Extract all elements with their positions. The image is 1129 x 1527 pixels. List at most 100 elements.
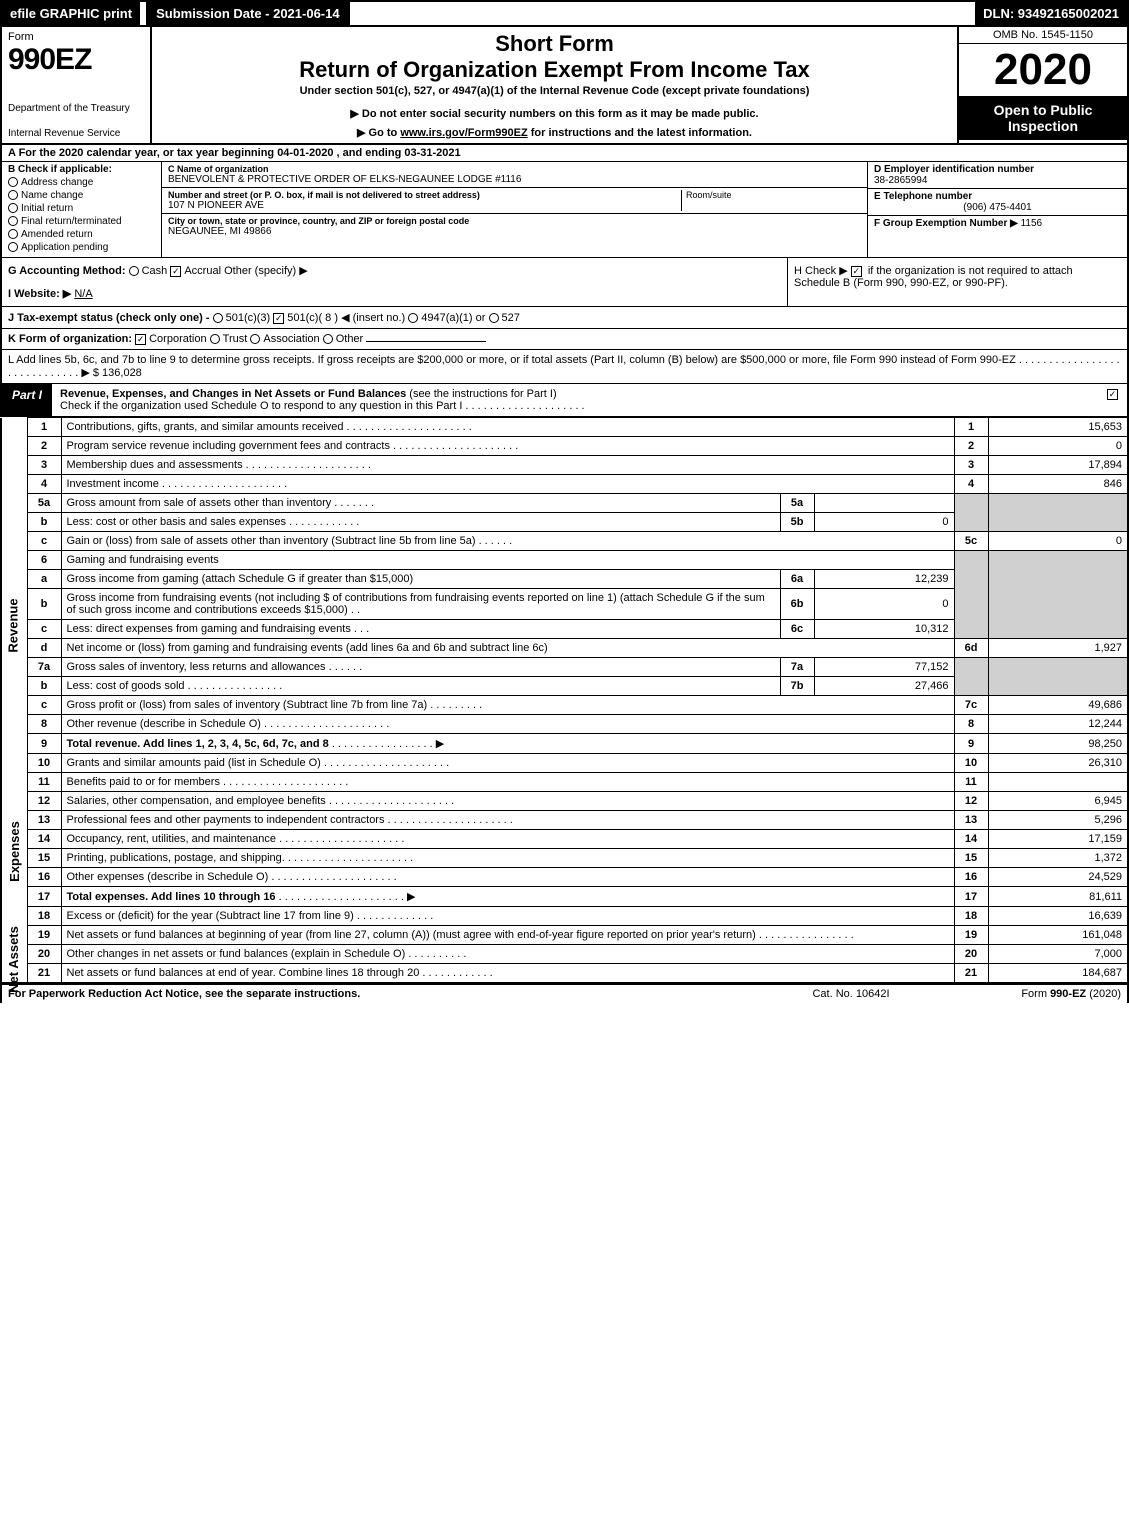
l1-desc: Contributions, gifts, grants, and simila… <box>61 418 954 437</box>
side-netassets: Net Assets <box>1 907 27 984</box>
phone-value: (906) 475-4401 <box>874 202 1121 213</box>
l19-desc: Net assets or fund balances at beginning… <box>61 926 954 945</box>
c-street-row: Number and street (or P. O. box, if mail… <box>162 188 867 214</box>
l4-desc: Investment income <box>61 475 954 494</box>
l21-val: 184,687 <box>988 964 1128 984</box>
l8-val: 12,244 <box>988 715 1128 734</box>
b-address-change[interactable]: Address change <box>8 177 155 188</box>
k-trust[interactable]: Trust <box>210 333 248 345</box>
h-text1: H Check ▶ <box>794 265 851 277</box>
l18-val: 16,639 <box>988 907 1128 926</box>
l19-val: 161,048 <box>988 926 1128 945</box>
h-checkbox[interactable]: ✓ <box>851 266 862 277</box>
j-label: J Tax-exempt status (check only one) - <box>8 312 210 324</box>
tax-year: 2020 <box>959 44 1127 96</box>
section-bcdef: B Check if applicable: Address change Na… <box>0 162 1129 258</box>
b-final-return[interactable]: Final return/terminated <box>8 216 155 227</box>
g-other[interactable]: Other (specify) ▶ <box>224 265 308 277</box>
e-label: E Telephone number <box>874 191 1121 202</box>
row-gh: G Accounting Method: Cash ✓Accrual Other… <box>0 258 1129 307</box>
g-label: G Accounting Method: <box>8 265 126 277</box>
l6c-desc: Less: direct expenses from gaming and fu… <box>61 620 780 639</box>
goto-row: ▶ Go to www.irs.gov/Form990EZ for instru… <box>160 126 949 139</box>
l1-val: 15,653 <box>988 418 1128 437</box>
b-application-pending[interactable]: Application pending <box>8 242 155 253</box>
footer-left: For Paperwork Reduction Act Notice, see … <box>8 988 761 1000</box>
col-b: B Check if applicable: Address change Na… <box>2 162 162 257</box>
h-schedule-b: H Check ▶ ✓ if the organization is not r… <box>787 258 1127 306</box>
l6b-desc: Gross income from fundraising events (no… <box>61 589 780 620</box>
l15-desc: Printing, publications, postage, and shi… <box>61 849 954 868</box>
k-corporation[interactable]: ✓Corporation <box>135 333 206 345</box>
l5b-val: 0 <box>814 513 954 532</box>
return-title: Return of Organization Exempt From Incom… <box>160 57 949 83</box>
c-name-label: C Name of organization <box>168 164 861 174</box>
k-label: K Form of organization: <box>8 333 132 345</box>
ein-value: 38-2865994 <box>874 175 1121 186</box>
part-i-table: Revenue 1 Contributions, gifts, grants, … <box>0 417 1129 984</box>
l2-desc: Program service revenue including govern… <box>61 437 954 456</box>
org-city: NEGAUNEE, MI 49866 <box>168 226 861 237</box>
goto-link[interactable]: www.irs.gov/Form990EZ <box>400 127 527 139</box>
row-k: K Form of organization: ✓Corporation Tru… <box>0 329 1129 350</box>
l12-desc: Salaries, other compensation, and employ… <box>61 792 954 811</box>
col-def: D Employer identification number 38-2865… <box>867 162 1127 257</box>
f-label: F Group Exemption Number ▶ <box>874 218 1018 229</box>
row-l: L Add lines 5b, 6c, and 7b to line 9 to … <box>0 350 1129 384</box>
l5b-desc: Less: cost or other basis and sales expe… <box>61 513 780 532</box>
l3-desc: Membership dues and assessments <box>61 456 954 475</box>
i-label: I Website: ▶ <box>8 288 71 300</box>
l13-desc: Professional fees and other payments to … <box>61 811 954 830</box>
side-revenue: Revenue <box>1 418 27 754</box>
j-4947[interactable]: 4947(a)(1) or <box>408 312 485 324</box>
e-row: E Telephone number (906) 475-4401 <box>868 189 1127 216</box>
l5a-val <box>814 494 954 513</box>
b-amended-return[interactable]: Amended return <box>8 229 155 240</box>
j-501c3[interactable]: 501(c)(3) <box>213 312 271 324</box>
l3-val: 17,894 <box>988 456 1128 475</box>
l13-val: 5,296 <box>988 811 1128 830</box>
short-form-title: Short Form <box>160 31 949 57</box>
k-other[interactable]: Other <box>323 333 487 345</box>
ssn-warning: ▶ Do not enter social security numbers o… <box>160 107 949 120</box>
l20-val: 7,000 <box>988 945 1128 964</box>
l6d-val: 1,927 <box>988 639 1128 658</box>
l5c-val: 0 <box>988 532 1128 551</box>
row-a-tax-year: A For the 2020 calendar year, or tax yea… <box>0 145 1129 162</box>
j-527[interactable]: 527 <box>489 312 520 324</box>
g-accrual[interactable]: ✓Accrual <box>170 265 221 277</box>
b-name-change[interactable]: Name change <box>8 190 155 201</box>
j-501c[interactable]: ✓501(c)( 8 ) ◀ (insert no.) <box>273 312 405 324</box>
l9-desc: Total revenue. Add lines 1, 2, 3, 4, 5c,… <box>61 734 954 754</box>
l17-val: 81,611 <box>988 887 1128 907</box>
l15-val: 1,372 <box>988 849 1128 868</box>
room-suite-label: Room/suite <box>681 190 861 211</box>
footer: For Paperwork Reduction Act Notice, see … <box>0 984 1129 1003</box>
part-i-title: Revenue, Expenses, and Changes in Net As… <box>52 384 1101 416</box>
goto-pre: ▶ Go to <box>357 127 400 139</box>
l6d-desc: Net income or (loss) from gaming and fun… <box>61 639 954 658</box>
submission-date: Submission Date - 2021-06-14 <box>146 2 350 25</box>
c-street-label: Number and street (or P. O. box, if mail… <box>168 190 681 200</box>
efile-label: efile GRAPHIC print <box>2 2 140 25</box>
k-association[interactable]: Association <box>250 333 319 345</box>
l21-desc: Net assets or fund balances at end of ye… <box>61 964 954 984</box>
part-i-check[interactable]: ✓ <box>1101 384 1127 416</box>
dept-irs: Internal Revenue Service <box>8 128 144 139</box>
l5a-desc: Gross amount from sale of assets other t… <box>61 494 780 513</box>
goto-post: for instructions and the latest informat… <box>528 127 752 139</box>
l10-desc: Grants and similar amounts paid (list in… <box>61 754 954 773</box>
l14-desc: Occupancy, rent, utilities, and maintena… <box>61 830 954 849</box>
g-cash[interactable]: Cash <box>129 265 168 277</box>
website-value: N/A <box>74 288 92 300</box>
l18-desc: Excess or (deficit) for the year (Subtra… <box>61 907 954 926</box>
dept-treasury: Department of the Treasury <box>8 103 144 114</box>
l7c-val: 49,686 <box>988 696 1128 715</box>
b-initial-return[interactable]: Initial return <box>8 203 155 214</box>
group-exemption-value: 1156 <box>1021 218 1043 229</box>
side-expenses: Expenses <box>1 754 27 907</box>
l9-val: 98,250 <box>988 734 1128 754</box>
l16-desc: Other expenses (describe in Schedule O) <box>61 868 954 887</box>
l6b-val: 0 <box>814 589 954 620</box>
l7a-val: 77,152 <box>814 658 954 677</box>
